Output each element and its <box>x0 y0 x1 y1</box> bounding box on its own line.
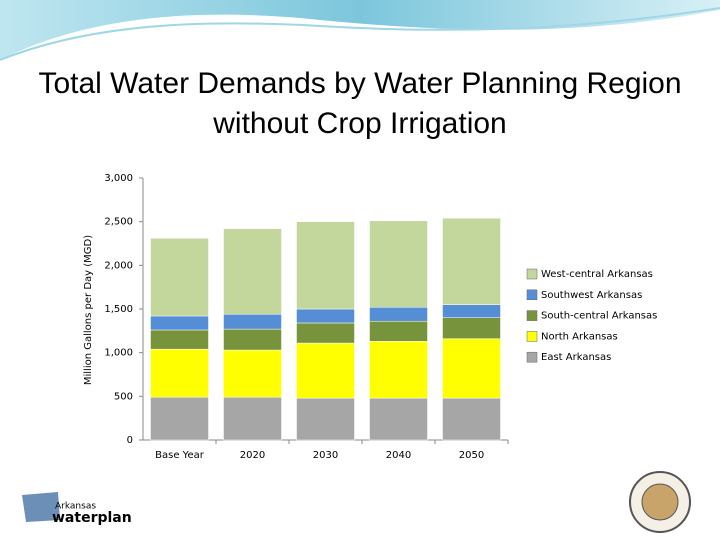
bar-segment <box>296 308 355 324</box>
bar-segment <box>442 397 501 441</box>
bar-segment <box>223 396 282 441</box>
legend-label: South-central Arkansas <box>541 311 657 322</box>
bar-segment <box>223 228 282 315</box>
bar-segment <box>369 397 428 441</box>
header-wave-line <box>0 7 720 61</box>
bar-segment <box>442 217 501 305</box>
logo-text: Arkansas <box>55 502 96 512</box>
legend-label: West-central Arkansas <box>541 269 653 280</box>
x-tick-label: 2020 <box>240 450 265 461</box>
bar-segment <box>223 349 282 398</box>
bar-segment <box>296 221 355 310</box>
legend-label: North Arkansas <box>541 331 618 342</box>
seal-center <box>641 483 679 521</box>
seal <box>629 471 691 533</box>
bar-segment <box>442 304 501 318</box>
x-tick-label: 2040 <box>386 450 411 461</box>
bar-segment <box>369 220 428 308</box>
bar-segment <box>296 322 355 344</box>
y-axis-label: Million Gallons per Day (MGD) <box>83 235 94 385</box>
bar-segment <box>150 348 209 398</box>
legend-swatch <box>526 310 538 321</box>
legend-label: East Arkansas <box>541 352 611 363</box>
y-tick-label: 3,000 <box>104 173 133 184</box>
bar-segment <box>150 238 209 317</box>
x-tick-label: 2050 <box>459 450 484 461</box>
x-tick-label: Base Year <box>155 450 205 461</box>
bar-segment <box>150 315 209 331</box>
y-tick-label: 0 <box>127 435 133 446</box>
logo-text: waterplan <box>52 510 132 526</box>
bar-segment <box>442 317 501 339</box>
bar-segment <box>442 338 501 399</box>
header-wave <box>0 0 720 60</box>
bar-segment <box>150 329 209 350</box>
legend-swatch <box>526 268 538 280</box>
y-tick-label: 1,000 <box>104 348 133 359</box>
logo-shape <box>22 492 60 522</box>
bar-segment <box>223 328 282 351</box>
bar-segment <box>150 396 209 441</box>
legend-label: Southwest Arkansas <box>541 290 642 301</box>
y-tick-label: 1,500 <box>104 304 133 315</box>
y-tick-label: 2,000 <box>104 260 133 271</box>
bar-segment <box>223 313 282 330</box>
y-tick-label: 2,500 <box>104 217 133 228</box>
slide-title: Total Water Demands by Water Planning Re… <box>38 67 681 140</box>
bar-segment <box>369 341 428 399</box>
x-tick-label: 2030 <box>313 450 338 461</box>
logo: Arkansas waterplan <box>22 492 132 526</box>
legend-swatch <box>526 351 538 363</box>
legend-swatch <box>526 331 538 342</box>
y-tick-label: 500 <box>114 391 133 402</box>
legend-swatch <box>526 289 538 301</box>
bar-segment <box>296 342 355 399</box>
bar-segment <box>369 307 428 322</box>
bar-segment <box>296 397 355 441</box>
bar-segment <box>369 320 428 342</box>
